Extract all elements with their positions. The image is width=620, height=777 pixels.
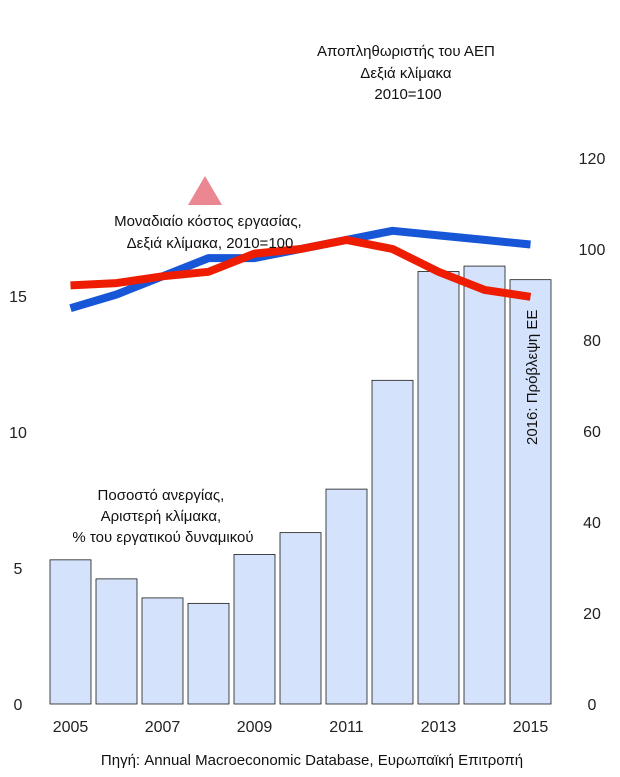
unemployment-label: Ποσοστό ανεργίας, Αριστερή κλίμακα, % το…	[72, 487, 253, 546]
unit-labour-cost-line-1: Μοναδιαίο κόστος εργασίας,	[114, 213, 302, 230]
x-axis: 2005 2007 2009 2011 2013 2015	[53, 719, 549, 736]
bar-2008	[187, 602, 230, 705]
unemployment-line-2: Αριστερή κλίμακα,	[101, 508, 222, 525]
triangle-marker-icon	[188, 176, 222, 205]
x-tick-label: 2015	[513, 719, 549, 736]
bars-group	[49, 265, 552, 705]
unit-labour-cost-line	[70, 235, 532, 301]
right-tick-label: 40	[583, 515, 601, 532]
source-note: Πηγή: Annual Macroeconomic Database, Ευρ…	[101, 752, 523, 769]
left-tick-label: 15	[9, 289, 27, 306]
bar-2007	[141, 597, 184, 705]
bar-2011	[325, 488, 368, 705]
bar-2005	[49, 559, 92, 705]
x-tick-label: 2011	[329, 719, 364, 736]
bar-2010	[279, 532, 322, 705]
x-tick-label: 2005	[53, 719, 89, 736]
left-tick-label: 10	[9, 425, 27, 442]
bar-2015	[509, 279, 552, 705]
bar-2006	[95, 578, 138, 705]
forecast-label: 2016: Πρόβλεψη ΕΕ	[524, 310, 541, 445]
gdp-deflator-line-2: Δεξιά κλίμακα	[360, 65, 452, 82]
unit-labour-cost-line-2: Δεξιά κλίμακα, 2010=100	[127, 235, 294, 252]
unemployment-line-3: % του εργατικού δυναμικού	[72, 529, 253, 546]
left-tick-label: 5	[14, 561, 23, 578]
x-tick-label: 2007	[145, 719, 181, 736]
gdp-deflator-line-1: Αποπληθωριστής του ΑΕΠ	[317, 43, 495, 60]
unemployment-line-1: Ποσοστό ανεργίας,	[98, 487, 225, 504]
right-tick-label: 60	[583, 424, 601, 441]
right-tick-label: 100	[579, 242, 606, 259]
left-axis: 0 5 10 15	[9, 289, 27, 714]
gdp-deflator-label: Αποπληθωριστής του ΑΕΠ Δεξιά κλίμακα 201…	[317, 43, 499, 103]
x-tick-label: 2009	[237, 719, 273, 736]
right-tick-label: 0	[588, 697, 597, 714]
gdp-deflator-line-3: 2010=100	[374, 86, 441, 103]
lines-group	[69, 226, 532, 313]
right-axis: 0 20 40 60 80 100 120	[579, 151, 606, 714]
right-tick-label: 20	[583, 606, 601, 623]
bar-2014	[463, 265, 506, 705]
right-tick-label: 120	[579, 151, 606, 168]
bar-2013	[417, 271, 460, 705]
right-tick-label: 80	[583, 333, 601, 350]
unit-labour-cost-label: Μοναδιαίο κόστος εργασίας, Δεξιά κλίμακα…	[114, 213, 306, 252]
x-tick-label: 2013	[421, 719, 457, 736]
bar-2012	[371, 379, 414, 705]
bar-2009	[233, 554, 276, 705]
left-tick-label: 0	[14, 697, 23, 714]
